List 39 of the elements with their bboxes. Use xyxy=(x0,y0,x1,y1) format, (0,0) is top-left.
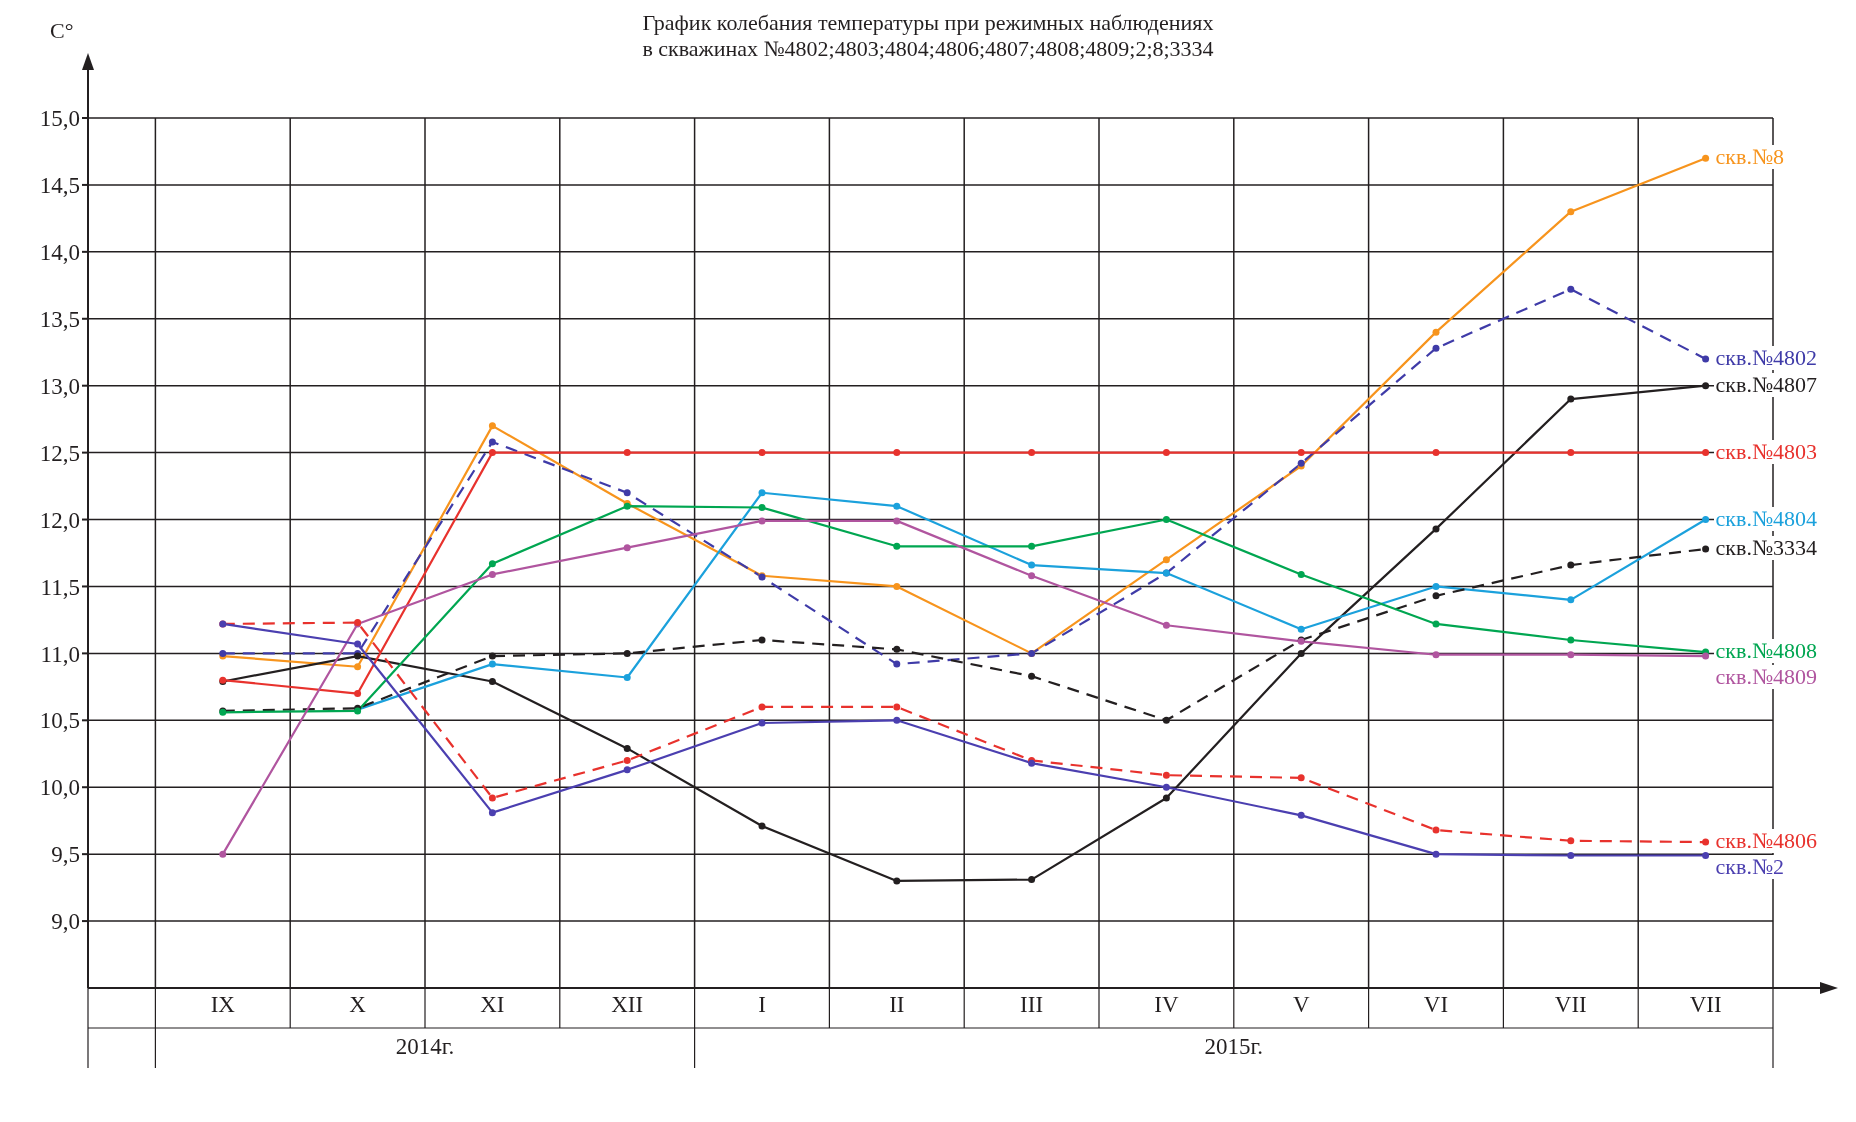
series-label: скв.№4807 xyxy=(1713,371,1819,397)
x-tick-label: VII xyxy=(1689,992,1722,1018)
series-label: скв.№4806 xyxy=(1713,828,1819,854)
x-tick-label: XII xyxy=(611,992,644,1018)
chart-title: График колебания температуры при режимных наблюдениях в скважинах №4802;4803;4804;4806;4807;4808;4809;2;8;3334 xyxy=(642,10,1214,61)
series-label: скв.№8 xyxy=(1713,144,1786,170)
x-tick-label: VII xyxy=(1554,992,1587,1018)
y-tick-label: 11,0 xyxy=(40,641,80,667)
y-tick-label: 14,0 xyxy=(39,240,80,266)
y-tick-label: 10,0 xyxy=(39,775,80,801)
y-tick-label: 11,5 xyxy=(40,574,80,600)
text: 2014г. xyxy=(394,1034,456,1060)
series-label: скв.№4808 xyxy=(1713,638,1819,664)
y-tick-label: 9,5 xyxy=(51,842,80,868)
series-label: скв.№4802 xyxy=(1713,344,1819,370)
x-tick-label: I xyxy=(758,992,766,1018)
text: 2015г. xyxy=(1203,1034,1265,1060)
x-tick-label: VI xyxy=(1423,992,1449,1018)
x-tick-label: III xyxy=(1020,992,1044,1018)
series-label: скв.№4809 xyxy=(1713,664,1819,690)
x-tick-label: V xyxy=(1292,992,1310,1018)
x-tick-label: IV xyxy=(1154,992,1179,1018)
y-tick-label: 9,0 xyxy=(51,909,80,935)
series-label: скв.№3334 xyxy=(1713,534,1819,560)
series-label: скв.№2 xyxy=(1713,854,1786,880)
y-tick-label: 15,0 xyxy=(39,106,80,132)
series-label: скв.№4804 xyxy=(1713,505,1819,531)
x-tick-label: II xyxy=(889,992,905,1018)
y-tick-label: 12,0 xyxy=(39,507,80,533)
x-tick-label: X xyxy=(349,992,367,1018)
y-tick-label: 13,5 xyxy=(39,306,80,332)
x-tick-label: IX xyxy=(210,992,236,1018)
y-tick-label: 10,5 xyxy=(39,708,80,734)
x-tick-label: XI xyxy=(480,992,505,1018)
series-label: скв.№4803 xyxy=(1713,438,1819,464)
y-tick-label: 14,5 xyxy=(39,173,80,199)
y-tick-label: 13,0 xyxy=(39,373,80,399)
y-axis-title: C° xyxy=(50,18,74,44)
y-tick-label: 12,5 xyxy=(39,440,80,466)
